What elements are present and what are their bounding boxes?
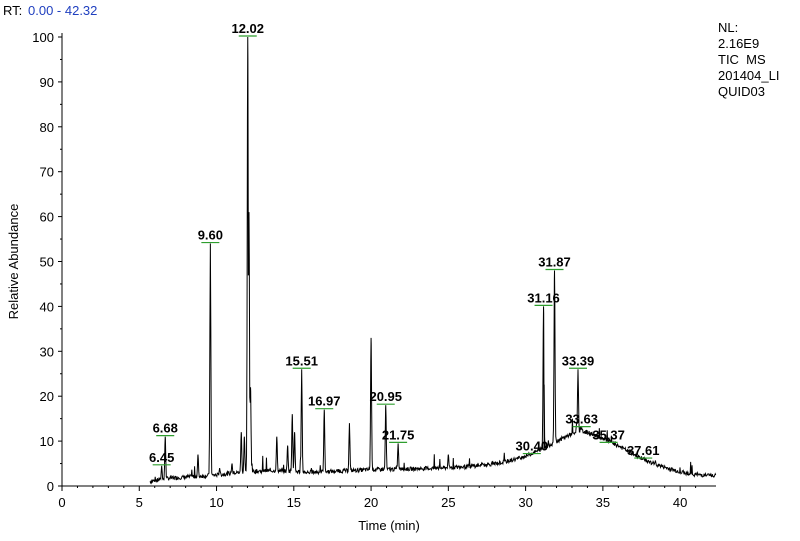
x-tick-label: 20 [364,495,378,510]
chromatogram-trace [149,36,717,485]
peak-label: 12.02 [231,21,264,36]
peak-label: 20.95 [369,389,402,404]
peak-label: 37.61 [627,443,660,458]
x-tick-label: 5 [136,495,143,510]
y-tick-label: 60 [40,210,54,225]
peak-label: 15.51 [285,353,318,368]
x-tick-label: 35 [596,495,610,510]
info-line: 2.16E9 [718,36,759,51]
y-axis-ticks: 0 10 20 30 40 50 60 70 80 90 100 [32,30,62,494]
y-tick-label: 100 [32,30,54,45]
y-tick-label: 20 [40,389,54,404]
y-tick-label: 90 [40,75,54,90]
peak-label: 30.40 [516,439,549,454]
peak-label: 21.75 [382,427,415,442]
trace-line [149,36,717,485]
y-tick-label: 80 [40,120,54,135]
peak-label: 9.60 [198,228,223,243]
y-axis-title: Relative Abundance [6,204,21,320]
y-tick-label: 50 [40,255,54,270]
x-tick-label: 30 [518,495,532,510]
rt-range: 0.00 - 42.32 [28,3,97,18]
info-line: NL: [718,20,738,35]
x-tick-label: 40 [673,495,687,510]
x-axis-ticks: 0 5 10 15 20 25 30 35 40 [58,486,697,510]
x-tick-label: 0 [58,495,65,510]
info-line: 201404_LI [718,68,779,83]
x-axis-title: Time (min) [358,518,420,533]
y-tick-label: 10 [40,434,54,449]
y-tick-label: 0 [47,479,54,494]
x-tick-label: 10 [209,495,223,510]
x-tick-label: 25 [441,495,455,510]
peak-label: 35.37 [592,427,625,442]
peak-label: 6.45 [149,450,174,465]
info-line: QUID03 [718,84,765,99]
peak-labels: 6.45 6.68 9.60 12.02 15.51 16.97 20.95 21.75 30.… [149,21,660,466]
x-tick-label: 15 [287,495,301,510]
info-line: TIC MS [718,52,766,67]
peak-label: 33.63 [565,412,598,427]
peak-label: 31.16 [527,290,560,305]
y-tick-label: 30 [40,344,54,359]
y-tick-label: 70 [40,165,54,180]
peak-label: 6.68 [153,421,178,436]
peak-label: 16.97 [308,394,341,409]
peak-label: 33.39 [562,353,595,368]
y-tick-label: 40 [40,299,54,314]
peak-label: 31.87 [538,254,571,269]
rt-prefix: RT: [3,3,22,18]
